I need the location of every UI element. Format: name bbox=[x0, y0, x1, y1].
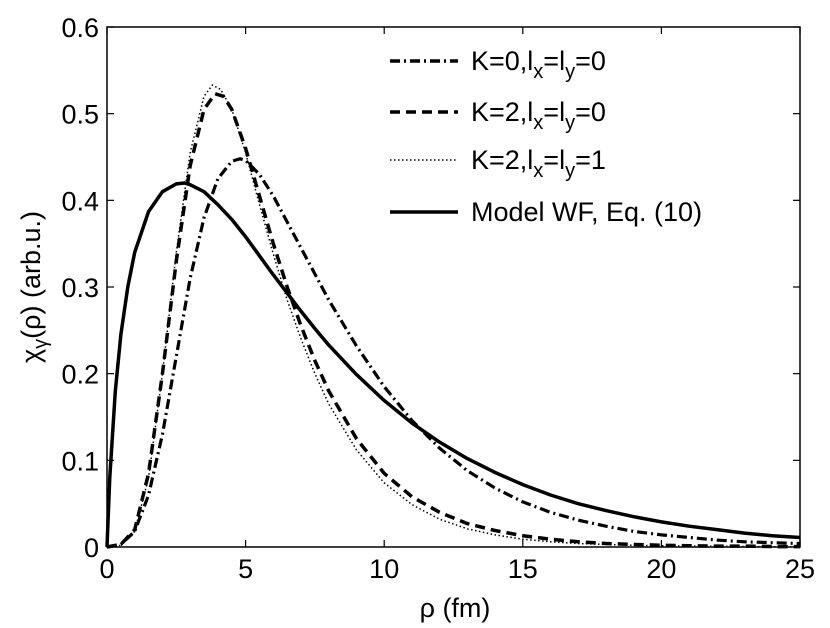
x-tick-label: 0 bbox=[99, 554, 114, 584]
y-tick-label: 0.4 bbox=[61, 186, 99, 216]
legend-label-series-4: Model WF, Eq. (10) bbox=[471, 197, 702, 227]
legend-label-series-1: K=0,lx=ly=0 bbox=[471, 46, 606, 83]
y-axis-title: χγ(ρ) (arb.u.) bbox=[16, 211, 52, 363]
y-tick-label: 0.1 bbox=[61, 446, 99, 476]
series-lines bbox=[105, 84, 801, 549]
series-line-3 bbox=[106, 84, 801, 548]
legend: K=0,lx=ly=0 K=2,lx=ly=0 K=2,lx=ly=1 Mode… bbox=[390, 46, 702, 227]
legend-label-series-2: K=2,lx=ly=0 bbox=[471, 97, 606, 134]
legend-label-series-3: K=2,lx=ly=1 bbox=[471, 145, 606, 182]
series-line-4 bbox=[105, 181, 801, 548]
plot-frame bbox=[106, 26, 801, 548]
x-tick-label: 25 bbox=[785, 554, 815, 584]
series-line-2 bbox=[106, 91, 800, 549]
series-line-1 bbox=[106, 157, 801, 549]
x-tick-label: 5 bbox=[238, 554, 253, 584]
x-axis-title: ρ (fm) bbox=[420, 593, 491, 623]
y-tick-label: 0.2 bbox=[61, 360, 99, 390]
y-tick-label: 0.3 bbox=[61, 273, 99, 303]
x-tick-label: 10 bbox=[369, 554, 399, 584]
y-tick-label: 0 bbox=[84, 533, 99, 563]
x-tick-label: 20 bbox=[646, 554, 676, 584]
x-tick-label: 15 bbox=[508, 554, 538, 584]
y-tick-label: 0.5 bbox=[61, 100, 99, 130]
y-tick-label: 0.6 bbox=[61, 13, 99, 43]
axis-ticks: 0 5 10 15 20 25 0 0.1 0.2 0.3 0.4 0.5 0.6 bbox=[61, 13, 815, 584]
